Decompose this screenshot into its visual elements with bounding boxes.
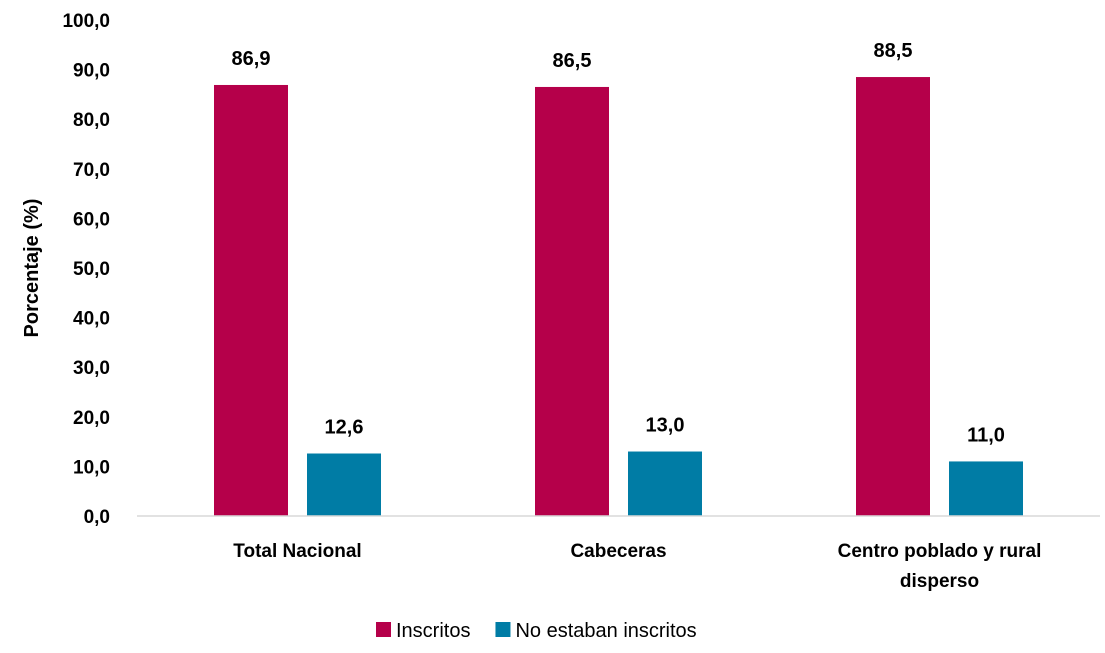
bar-no-inscritos [949, 461, 1023, 516]
bar-no-inscritos [628, 451, 702, 516]
y-axis-title: Porcentaje (%) [21, 199, 43, 338]
data-label: 88,5 [874, 40, 913, 62]
y-axis-title-group: Porcentaje (%) [21, 199, 43, 338]
y-tick-label: 40,0 [73, 309, 110, 330]
bars-group [214, 77, 1023, 517]
y-tick-label: 90,0 [73, 61, 110, 82]
legend-label: Inscritos [396, 620, 470, 642]
x-category-label: disperso [900, 571, 979, 592]
data-labels-group: 86,9 12,6 86,5 13,0 88,5 11,0 [232, 40, 1005, 446]
y-tick-label: 80,0 [73, 110, 110, 131]
legend: Inscritos No estaban inscritos [376, 620, 697, 642]
y-tick-label: 20,0 [73, 408, 110, 429]
x-category-label: Total Nacional [233, 541, 361, 562]
y-tick-label: 70,0 [73, 160, 110, 181]
y-tick-label: 0,0 [84, 507, 110, 528]
bar-inscritos [535, 86, 609, 517]
y-axis-ticks: 0,0 10,0 20,0 30,0 40,0 50,0 60,0 70,0 80,0 90,0 1… [62, 11, 110, 528]
y-tick-label: 10,0 [73, 457, 110, 478]
data-label: 12,6 [325, 417, 364, 439]
data-label: 11,0 [967, 424, 1005, 446]
legend-label: No estaban inscritos [515, 620, 696, 642]
x-category-label: Cabeceras [570, 541, 666, 562]
category-labels-group: Total Nacional Cabeceras Centro poblado y … [233, 541, 1041, 592]
y-tick-label: 100,0 [62, 11, 110, 32]
data-label: 86,9 [232, 48, 271, 70]
bar-inscritos [856, 77, 930, 516]
y-tick-label: 60,0 [73, 209, 110, 230]
bar-no-inscritos [307, 453, 381, 516]
bar-inscritos [214, 84, 288, 516]
y-tick-label: 30,0 [73, 358, 110, 379]
data-label: 86,5 [553, 50, 592, 72]
legend-swatch [495, 622, 511, 637]
legend-swatch [376, 622, 391, 637]
data-label: 13,0 [646, 415, 685, 437]
x-category-label: Centro poblado y rural [838, 541, 1042, 562]
y-tick-label: 50,0 [73, 259, 110, 280]
